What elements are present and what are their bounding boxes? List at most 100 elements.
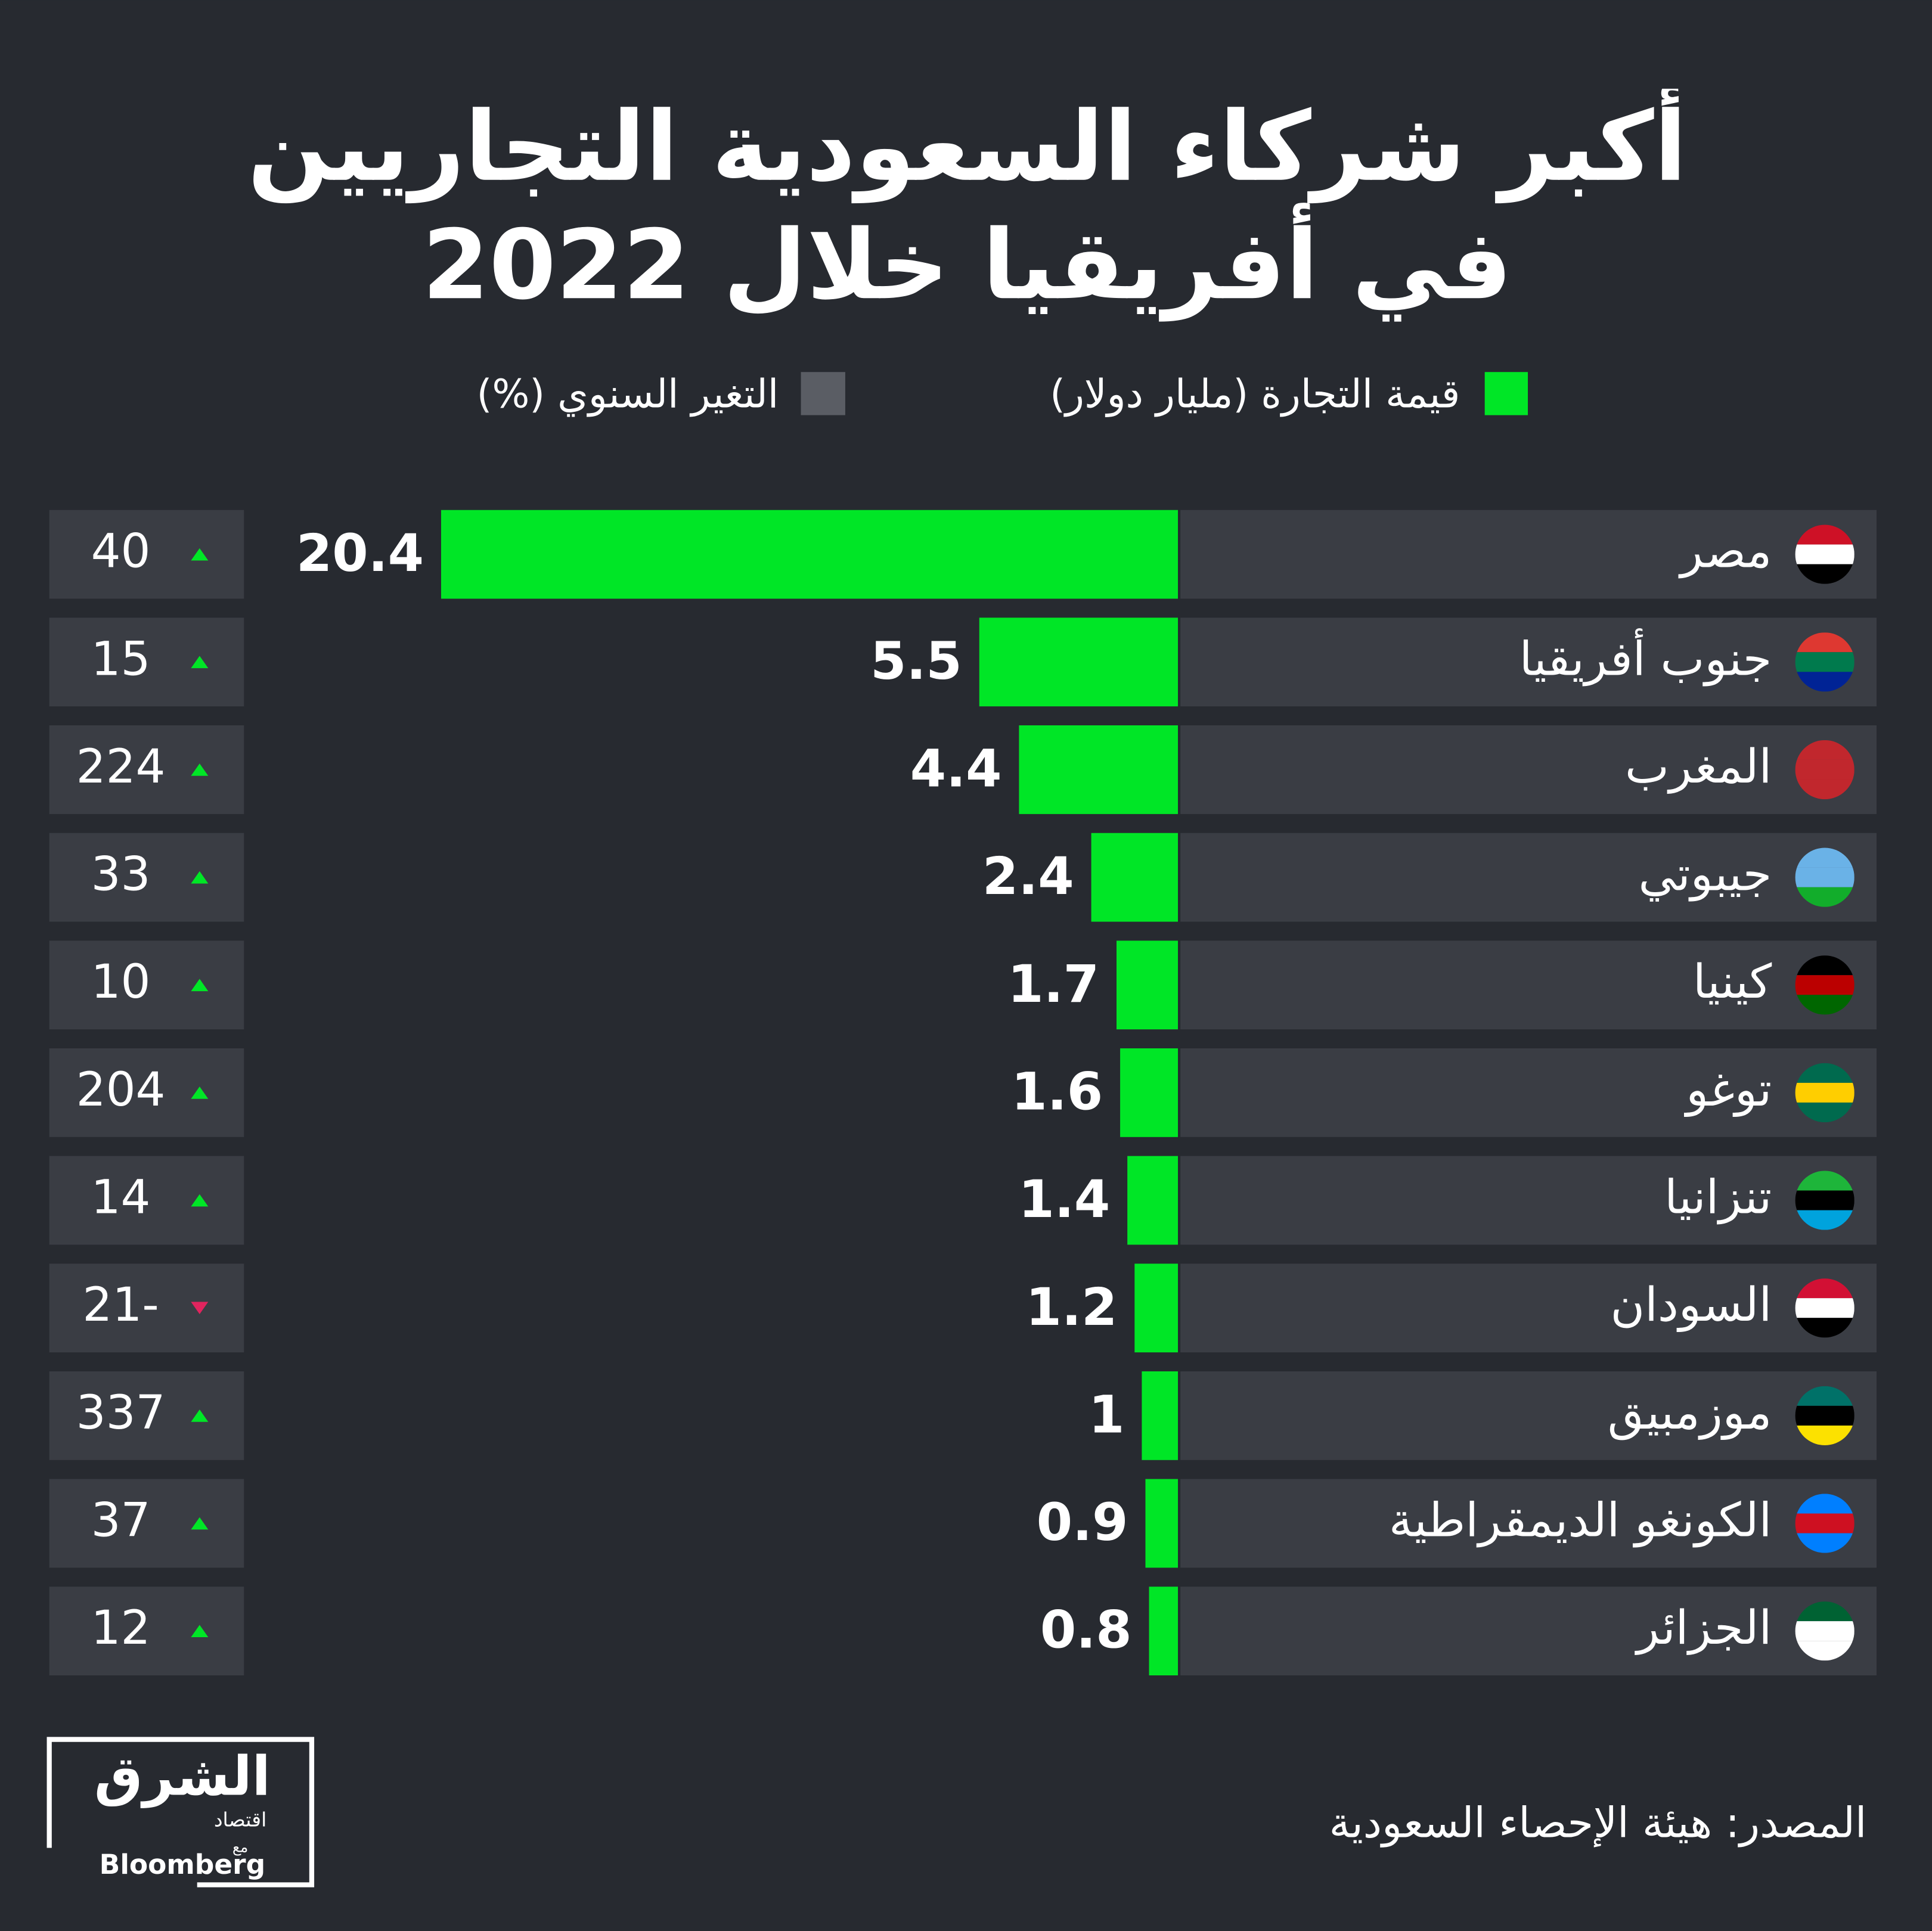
bar [1091, 833, 1179, 922]
bar [1019, 725, 1179, 814]
legend-swatch [1484, 372, 1528, 415]
flag [1795, 847, 1855, 907]
flag-stripe [1795, 1298, 1855, 1318]
change-arrow [191, 871, 209, 884]
legend-swatch [801, 372, 845, 415]
flag-stripe [1795, 867, 1855, 887]
row-background [1180, 1048, 1877, 1137]
change-arrow [191, 1517, 209, 1530]
change-arrow [191, 979, 209, 992]
flag-stripe [1795, 652, 1855, 672]
bar [1120, 1048, 1179, 1137]
change-label: 14 [91, 1170, 151, 1225]
logo: الشرق اقتصاد مع Bloomberg [46, 1737, 315, 1887]
change-background [49, 1479, 244, 1568]
value-label: 1.4 [1018, 1169, 1110, 1230]
value-label: 1.2 [1026, 1277, 1118, 1337]
title-box: أكبر شركاء السعودية التجاريين في أفريقيا… [247, 92, 1687, 322]
flag [1795, 1171, 1855, 1230]
flag [1795, 955, 1855, 1015]
row-background [1180, 510, 1877, 599]
flag [1795, 740, 1855, 800]
category-label: المغرب [1625, 739, 1772, 794]
bar [441, 510, 1179, 599]
value-label: 1.7 [1007, 954, 1099, 1014]
change-arrow [191, 656, 209, 669]
flag-stripe [1795, 1190, 1855, 1210]
change-arrow [191, 1302, 209, 1315]
logo-frame [46, 1737, 315, 1887]
change-label: 21- [82, 1277, 159, 1332]
legend-label: قيمة التجارة (مليار دولار) [1050, 371, 1460, 417]
value-label: 1 [1089, 1384, 1124, 1445]
value-label: 4.4 [910, 739, 1002, 799]
row-background [1180, 1371, 1877, 1460]
flag [1795, 1063, 1855, 1123]
flag [1795, 1494, 1855, 1553]
category-label: كينيا [1693, 954, 1772, 1009]
value-label: 0.9 [1037, 1492, 1128, 1553]
flag-stripe [1795, 759, 1855, 780]
flag [1795, 524, 1855, 584]
row-background [1180, 1587, 1877, 1676]
category-label: تنزانيا [1664, 1170, 1772, 1225]
flag-stripe [1795, 975, 1855, 995]
change-background [49, 833, 244, 922]
change-background [49, 1371, 244, 1460]
flag-stripe [1795, 1082, 1855, 1103]
change-arrow [191, 1625, 209, 1638]
category-label: السودان [1610, 1277, 1772, 1333]
bar [1127, 1156, 1179, 1245]
flag [1795, 1386, 1855, 1445]
flag-stripe [1795, 1621, 1855, 1641]
flag [1795, 632, 1855, 692]
logo-name: الشرق [94, 1746, 271, 1809]
row-background [1180, 1263, 1877, 1353]
change-background [49, 1156, 244, 1245]
change-arrow [191, 548, 209, 561]
change-background [49, 1263, 244, 1353]
category-label: موزمبيق [1608, 1385, 1772, 1441]
value-label: 1.6 [1011, 1061, 1103, 1122]
category-label: الكونغو الديمقراطية [1389, 1493, 1772, 1548]
change-label: 37 [91, 1493, 151, 1548]
bar [1149, 1587, 1179, 1676]
category-label: توغو [1683, 1062, 1772, 1117]
row-background [1180, 617, 1877, 707]
change-label: 337 [76, 1385, 166, 1440]
change-background [49, 940, 244, 1030]
source: المصدر: هيئة الإحصاء السعودية [1329, 1798, 1867, 1848]
change-arrow [191, 1194, 209, 1207]
category-label: مصر [1678, 524, 1772, 579]
value-label: 2.4 [982, 846, 1074, 906]
category-label: جنوب أفريقيا [1519, 628, 1772, 687]
change-label: 33 [91, 847, 151, 902]
row-background [1180, 1479, 1877, 1568]
row-background [1180, 833, 1877, 922]
row-background [1180, 940, 1877, 1030]
change-background [49, 510, 244, 599]
change-label: 224 [76, 739, 166, 794]
change-arrow [191, 1410, 209, 1422]
category-label: الجزائر [1635, 1600, 1772, 1656]
change-background [49, 725, 244, 814]
logo-partner: Bloomberg [100, 1849, 265, 1880]
bar [979, 617, 1179, 707]
change-label: 204 [76, 1062, 166, 1117]
flag [1795, 1278, 1855, 1338]
chart-title: أكبر شركاء السعودية التجاريين في أفريقيا… [247, 92, 1687, 322]
change-arrow [191, 1086, 209, 1099]
change-label: 10 [91, 954, 151, 1009]
change-label: 15 [91, 631, 151, 686]
flag-stripe [1795, 1405, 1855, 1426]
row-background [1180, 1156, 1877, 1245]
flag [1795, 1601, 1855, 1661]
change-label: 12 [91, 1600, 151, 1655]
change-arrow [191, 763, 209, 776]
value-label: 5.5 [870, 631, 962, 691]
logo-sub: اقتصاد [214, 1808, 266, 1831]
logo-with: مع [232, 1838, 248, 1855]
value-label: 0.8 [1040, 1600, 1132, 1660]
